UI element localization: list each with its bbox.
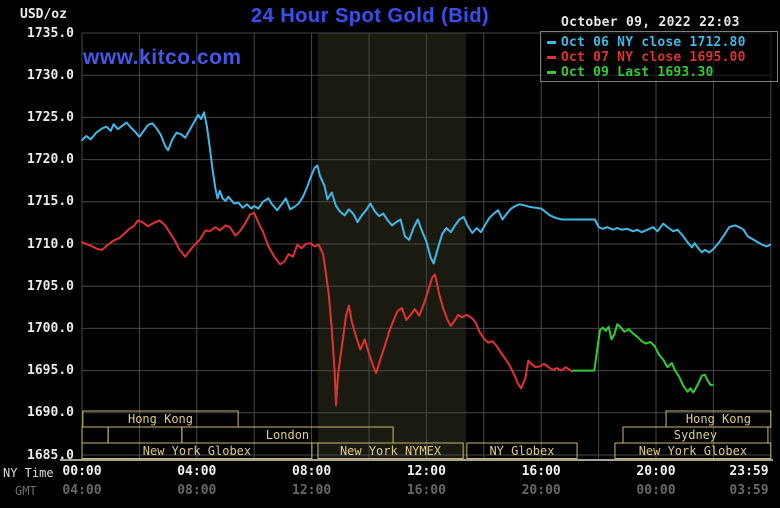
x-axis-tick-gmt: 08:00 — [177, 483, 217, 498]
legend-item: Oct 07 NY close 1695.00 — [547, 49, 777, 65]
session-box — [614, 442, 772, 459]
session-label: Hong Kong — [128, 412, 193, 426]
y-axis-tick-label: 1705.0 — [27, 278, 74, 294]
y-axis-tick-label: 1725.0 — [27, 109, 74, 125]
nymex-session-band — [317, 33, 467, 459]
session-label: New York NYMEX — [340, 444, 442, 458]
session-box — [317, 442, 464, 459]
session-label: London — [266, 428, 309, 442]
series-oct07-line — [81, 211, 573, 407]
session-box — [466, 442, 578, 459]
session-box — [81, 442, 313, 459]
legend-label: Oct 07 NY close 1695.00 — [561, 49, 746, 65]
legend-label: Oct 09 Last 1693.30 — [561, 64, 714, 80]
session-label: Hong Kong — [686, 412, 751, 426]
x-axis-tick-ny: 16:00 — [521, 464, 561, 479]
y-axis-tick-label: 1735.0 — [27, 25, 74, 41]
session-label: Sydney — [674, 428, 717, 442]
x-axis-tick-gmt: 00:00 — [636, 483, 676, 498]
y-axis-tick-label: 1690.0 — [27, 405, 74, 421]
page-title: 24 Hour Spot Gold (Bid) — [250, 5, 490, 27]
legend-dash-icon — [547, 70, 556, 74]
legend-dash-icon — [547, 40, 556, 44]
x-axis-tick-ny: 12:00 — [406, 464, 446, 479]
y-axis-tick-label: 1700.0 — [27, 320, 74, 336]
y-axis-tick-label: 1685.0 — [27, 447, 74, 463]
x-axis-tick-gmt: 04:00 — [62, 483, 102, 498]
y-axis-tick-label: 1715.0 — [27, 194, 74, 210]
legend-item: Oct 09 Last 1693.30 — [547, 64, 777, 80]
legend-dash-icon — [547, 55, 556, 59]
session-label: New York Globex — [639, 444, 747, 458]
y-axis-tick-label: 1695.0 — [27, 363, 74, 379]
x-axis-tick-ny: 00:00 — [62, 464, 102, 479]
x-axis-tick-ny: 08:00 — [292, 464, 332, 479]
gmt-axis-label: GMT — [15, 484, 37, 498]
x-axis-tick-gmt: 16:00 — [406, 483, 446, 498]
x-axis-tick-ny: 04:00 — [177, 464, 217, 479]
x-axis-tick-ny: 23:59 — [729, 464, 769, 479]
session-box — [107, 426, 183, 444]
series-oct09-line — [571, 323, 714, 394]
kitco-watermark: www.kitco.com — [83, 46, 242, 69]
session-label: NY Globex — [489, 444, 554, 458]
legend-item: Oct 06 NY close 1712.80 — [547, 34, 777, 50]
datetime-label: October 09, 2022 22:03 — [561, 15, 740, 30]
legend-label: Oct 06 NY close 1712.80 — [561, 34, 746, 50]
legend-box: Oct 06 NY close 1712.80 Oct 07 NY close 1… — [540, 31, 778, 82]
y-axis-tick-label: 1720.0 — [27, 152, 74, 168]
x-axis-tick-ny: 20:00 — [636, 464, 676, 479]
session-box — [81, 426, 109, 444]
y-axis-unit-label: USD/oz — [20, 7, 67, 22]
series-oct06-line — [81, 111, 772, 265]
session-label: New York Globex — [143, 444, 251, 458]
y-axis-tick-label: 1730.0 — [27, 67, 74, 83]
ny-time-axis-label: NY Time — [3, 466, 54, 480]
x-axis-tick-gmt: 03:59 — [729, 483, 769, 498]
x-axis-tick-gmt: 12:00 — [292, 483, 332, 498]
y-axis-tick-label: 1710.0 — [27, 236, 74, 252]
x-axis-tick-gmt: 20:00 — [521, 483, 561, 498]
